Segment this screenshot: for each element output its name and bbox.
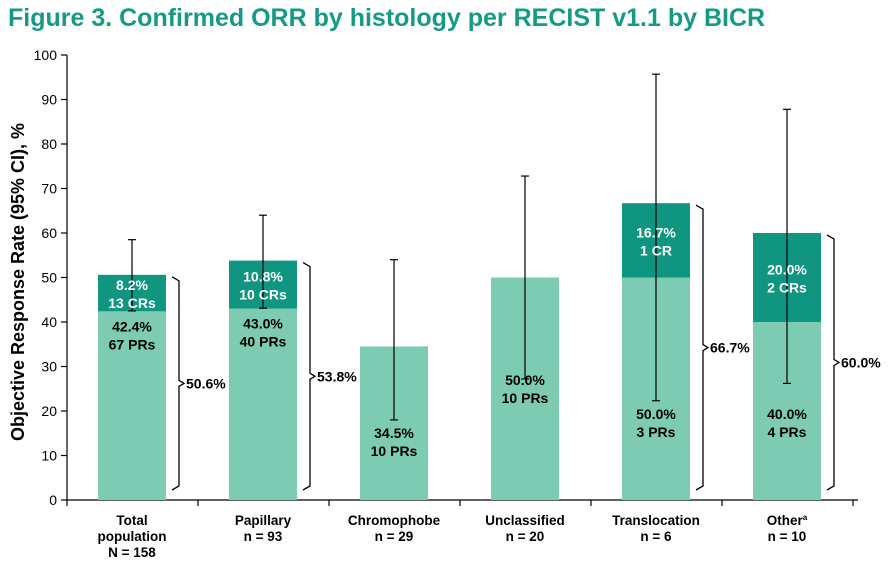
pr-count-label: 40 PRs xyxy=(240,334,287,350)
y-tick-label: 60 xyxy=(41,225,57,241)
cr-count-label: 1 CR xyxy=(640,242,672,258)
pr-count-label: 3 PRs xyxy=(637,424,676,440)
y-tick-label: 100 xyxy=(34,47,58,63)
total-bracket xyxy=(826,234,841,491)
cr-count-label: 13 CRs xyxy=(108,295,156,311)
total-bracket xyxy=(302,262,317,491)
cr-percent-label: 8.2% xyxy=(116,277,148,293)
footnote-marker: a xyxy=(803,513,808,522)
axes: 0 10 20 30 40 50 60 70 80 90 100 xyxy=(34,47,858,508)
cr-percent-label: 16.7% xyxy=(636,224,676,240)
x-category-label: population xyxy=(98,529,167,544)
pr-percent-label: 42.4% xyxy=(112,318,152,334)
y-axis-label: Objective Response Rate (95% CI), % xyxy=(8,123,28,441)
y-tick-label: 80 xyxy=(41,136,57,152)
x-category-label: Chromophobe xyxy=(348,513,441,528)
y-tick-label: 20 xyxy=(41,403,57,419)
x-category-label: Papillary xyxy=(235,513,292,528)
cr-count-label: 10 CRs xyxy=(239,287,287,303)
total-bracket xyxy=(695,204,710,491)
y-tick-label: 0 xyxy=(49,492,57,508)
data-labels: 8.2% 13 CRs 42.4% 67 PRs 10.8% 10 CRs 43.0% 40 … xyxy=(108,224,807,459)
pr-count-label: 67 PRs xyxy=(109,336,156,352)
x-category-label: Othera xyxy=(767,513,808,528)
total-orr-label: 66.7% xyxy=(710,340,750,356)
pr-count-label: 4 PRs xyxy=(768,424,807,440)
total-orr-label: 53.8% xyxy=(317,368,357,384)
y-tick-label: 30 xyxy=(41,359,57,375)
y-tick-label: 50 xyxy=(41,270,57,286)
cr-percent-label: 10.8% xyxy=(243,269,283,285)
pr-percent-label: 50.0% xyxy=(505,372,545,388)
total-orr-label: 60.0% xyxy=(841,355,881,371)
total-brackets: 50.6% 53.8% 66.7% 60.0% xyxy=(171,204,881,491)
error-bars xyxy=(128,73,791,421)
x-category-label: Total xyxy=(116,513,147,528)
y-tick-label: 10 xyxy=(41,448,57,464)
cr-count-label: 2 CRs xyxy=(767,280,807,296)
x-category-label: n = 29 xyxy=(375,529,414,544)
x-category-label: Translocation xyxy=(612,513,700,528)
pr-percent-label: 50.0% xyxy=(636,406,676,422)
y-tick-label: 90 xyxy=(41,92,57,108)
x-category-label: N = 158 xyxy=(108,545,156,560)
pr-percent-label: 40.0% xyxy=(767,406,807,422)
x-category-label: n = 6 xyxy=(640,529,672,544)
pr-percent-label: 43.0% xyxy=(243,316,283,332)
x-category-label: Unclassified xyxy=(485,513,565,528)
x-category-label: n = 10 xyxy=(768,529,807,544)
cr-percent-label: 20.0% xyxy=(767,262,807,278)
y-tick-label: 70 xyxy=(41,181,57,197)
x-category-label: n = 93 xyxy=(244,529,283,544)
x-category-label: n = 20 xyxy=(506,529,545,544)
bar-pr-segment xyxy=(229,308,297,500)
pr-count-label: 10 PRs xyxy=(502,390,549,406)
total-orr-label: 50.6% xyxy=(186,375,226,391)
total-bracket xyxy=(171,276,186,491)
bar-pr-segment xyxy=(98,311,166,500)
figure-title: Figure 3. Confirmed ORR by histology per… xyxy=(8,4,766,32)
y-tick-label: 40 xyxy=(41,314,57,330)
pr-count-label: 10 PRs xyxy=(371,443,418,459)
pr-percent-label: 34.5% xyxy=(374,425,414,441)
